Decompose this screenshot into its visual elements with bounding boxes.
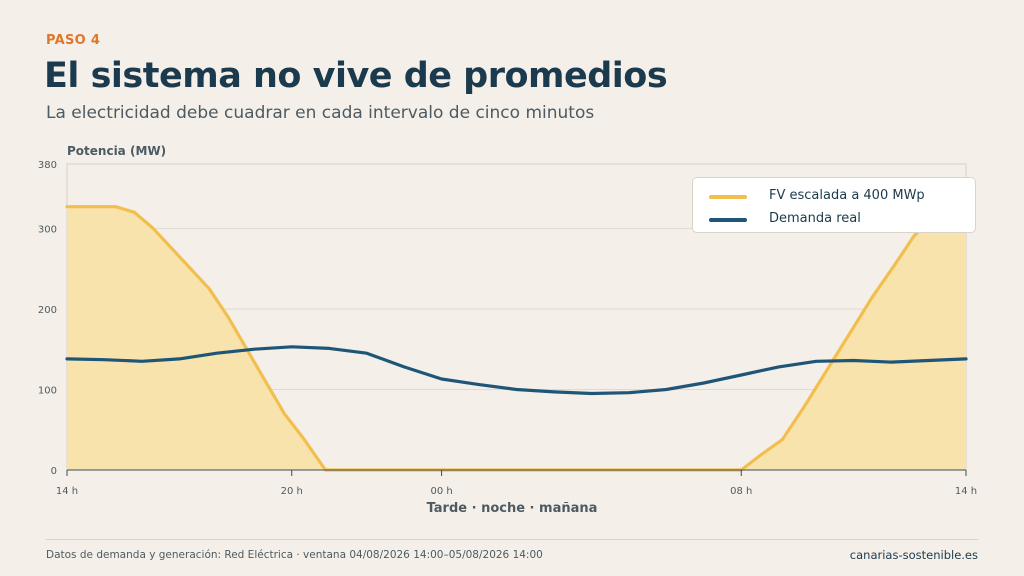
x-tick-label: 14 h	[955, 486, 977, 497]
legend-item-pv: FV escalada a 400 MWp	[693, 186, 975, 209]
page-subtitle: La electricidad debe cuadrar en cada int…	[46, 103, 595, 123]
x-tick-label: 08 h	[730, 486, 752, 497]
chart-legend: FV escalada a 400 MWp Demanda real	[692, 177, 976, 233]
x-tick-label: 14 h	[56, 486, 78, 497]
y-tick-label: 380	[38, 160, 57, 171]
footer-site: canarias-sostenible.es	[849, 548, 978, 562]
footer-source: Datos de demanda y generación: Red Eléct…	[46, 549, 543, 561]
y-tick-label: 300	[38, 224, 57, 235]
y-tick-labels: 0 100 200 300 380	[38, 160, 57, 477]
pv-legend-label: FV escalada a 400 MWp	[769, 188, 925, 203]
x-axis-label: Tarde · noche · mañana	[427, 501, 598, 516]
page-title: El sistema no vive de promedios	[44, 56, 668, 96]
y-axis-label: Potencia (MW)	[67, 144, 166, 158]
y-tick-label: 200	[38, 305, 57, 316]
demand-legend-label: Demanda real	[769, 211, 861, 226]
demand-legend-swatch	[709, 218, 747, 222]
step-label: PASO 4	[46, 33, 101, 48]
x-tick-labels: 14 h 20 h 00 h 08 h 14 h	[56, 470, 977, 497]
pv-area	[67, 189, 966, 471]
x-tick-label: 00 h	[430, 486, 452, 497]
footer-divider	[46, 539, 978, 540]
x-tick-label: 20 h	[281, 486, 303, 497]
y-tick-label: 100	[38, 385, 57, 396]
pv-legend-swatch	[709, 195, 747, 199]
y-tick-label: 0	[51, 466, 57, 477]
demand-series-line	[65, 345, 968, 396]
legend-item-demand: Demanda real	[693, 209, 975, 232]
